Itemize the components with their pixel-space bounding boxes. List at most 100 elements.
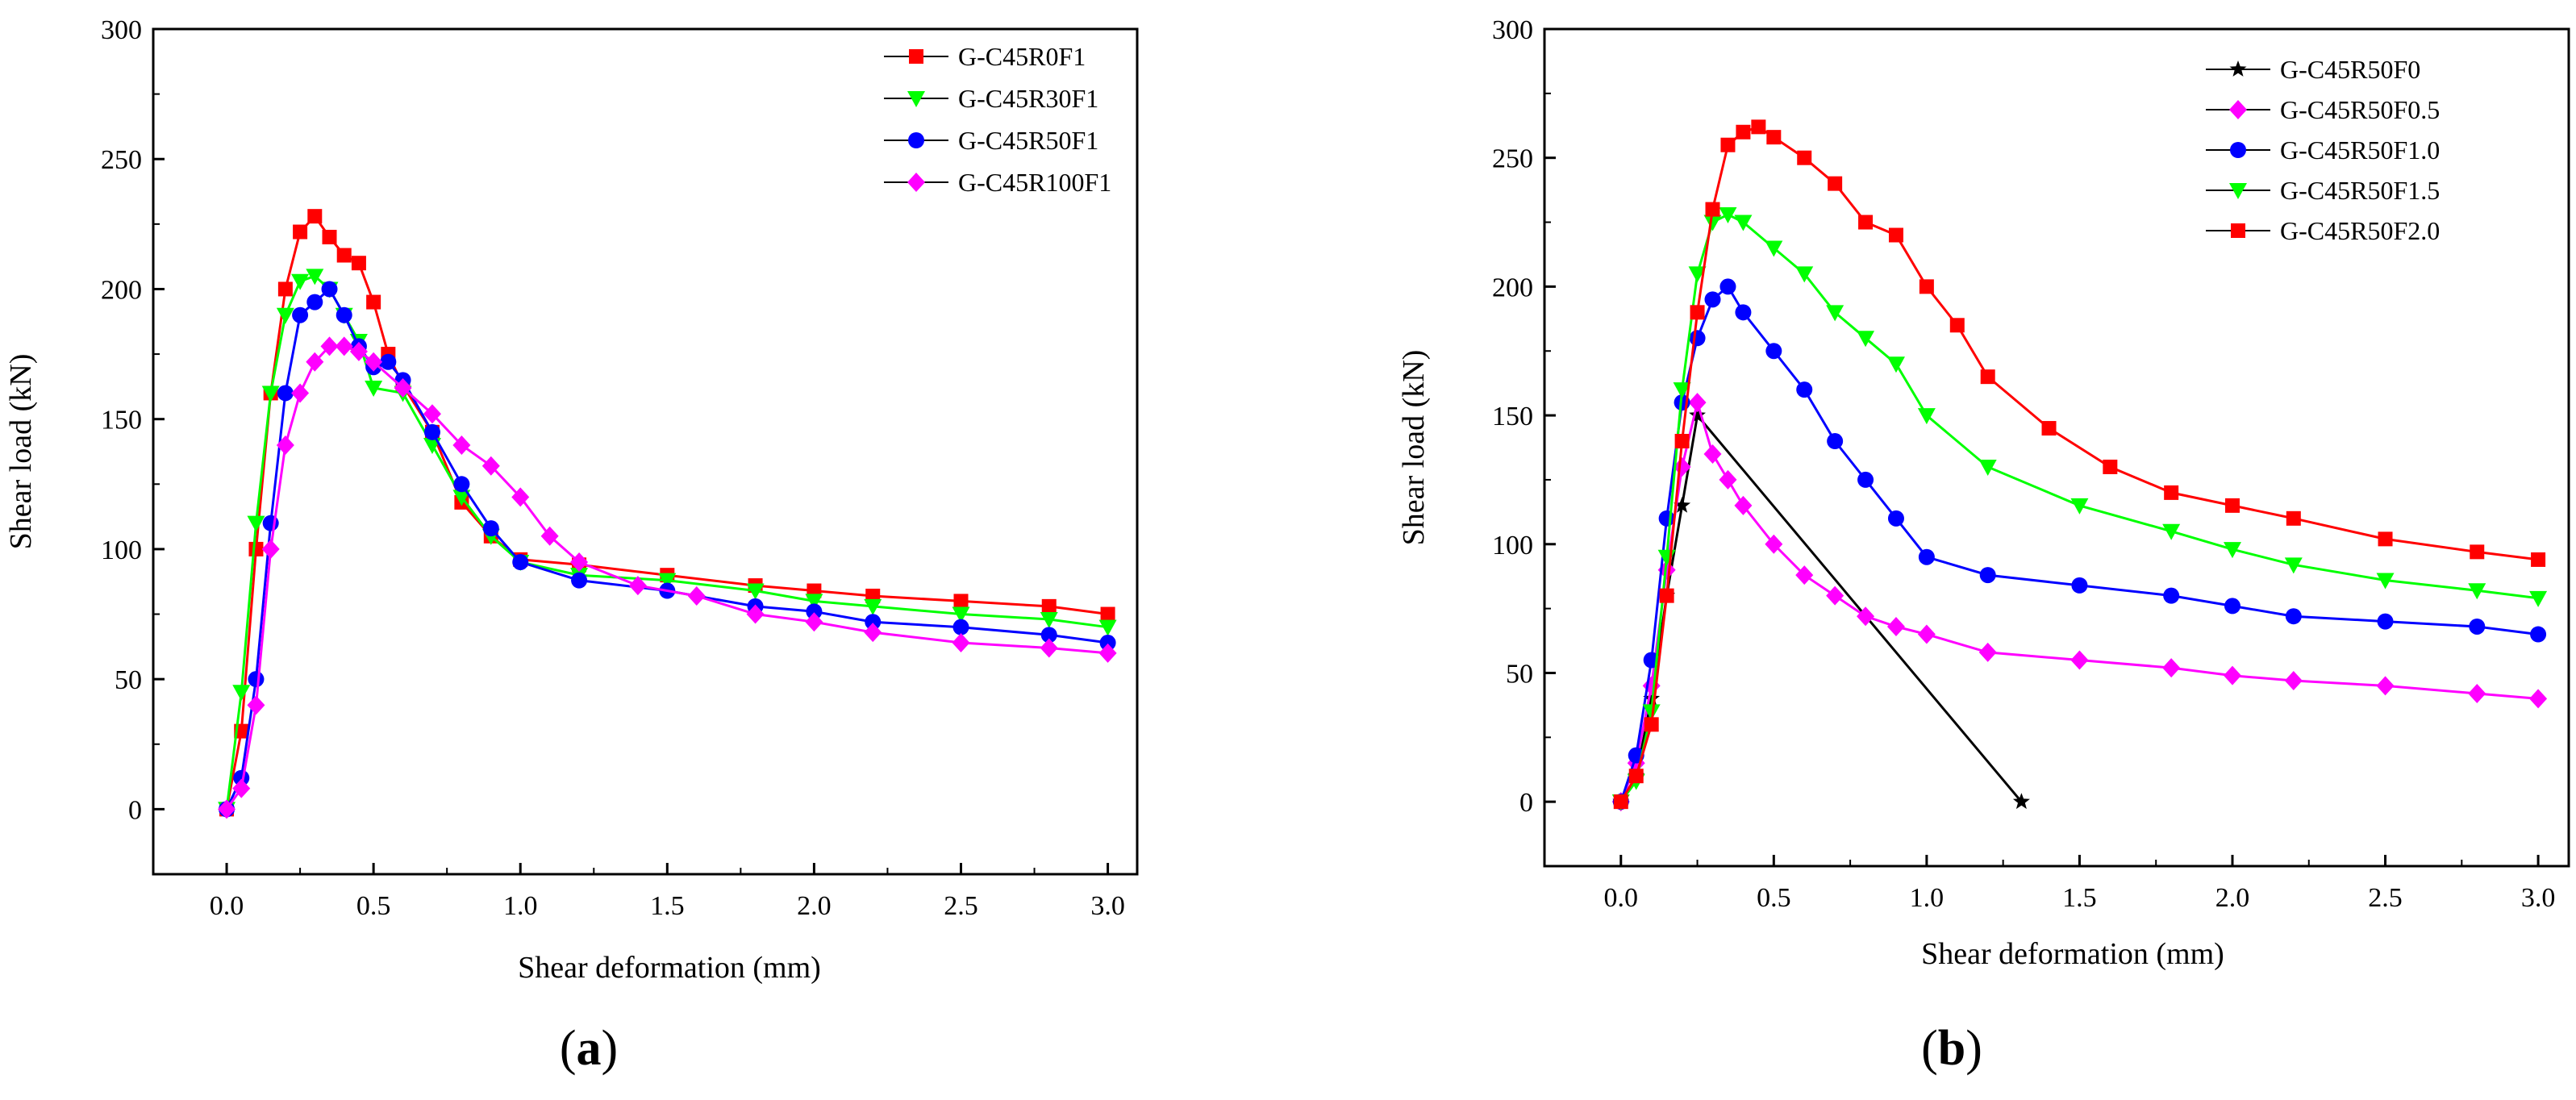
- data-point: [320, 336, 339, 356]
- data-point: [805, 594, 823, 610]
- series-G-C45R50F1.5: [1611, 206, 2548, 811]
- data-point: [349, 341, 368, 361]
- data-point: [2377, 613, 2394, 630]
- data-point: [306, 269, 324, 285]
- data-point: [1917, 624, 1936, 644]
- series-G-C45R50F0.5: [1611, 393, 2548, 812]
- data-point: [806, 603, 823, 620]
- data-point: [2103, 459, 2118, 474]
- data-point: [2284, 671, 2303, 691]
- data-point: [1673, 456, 1691, 477]
- legend-label: G-C45R30F1: [958, 84, 1098, 113]
- data-point: [1765, 240, 1783, 257]
- data-point: [1703, 444, 1722, 464]
- legend-label: G-C45R50F0: [2280, 55, 2420, 84]
- data-point: [2470, 544, 2485, 560]
- legend-label: G-C45R0F1: [958, 42, 1086, 71]
- data-point: [2530, 626, 2547, 643]
- y-tick-label: 0: [1519, 788, 1533, 818]
- data-point: [1826, 585, 1844, 606]
- data-point: [1719, 469, 1737, 490]
- plot-frame: [152, 27, 1139, 876]
- data-point: [1919, 279, 1934, 294]
- data-point: [452, 435, 471, 455]
- legend-label: G-C45R50F0.5: [2280, 95, 2440, 124]
- data-point: [336, 248, 352, 263]
- y-tick-label: 250: [101, 145, 142, 175]
- data-point: [571, 572, 588, 589]
- data-point: [2070, 498, 2089, 515]
- series-line: [1619, 285, 2539, 802]
- series-line: [1619, 398, 2539, 802]
- y-tick-label: 100: [101, 535, 142, 565]
- data-point: [2162, 658, 2181, 678]
- data-point: [2285, 608, 2302, 625]
- legend-marker: [909, 49, 923, 64]
- plot-frame: [1543, 27, 2570, 868]
- data-point: [232, 685, 251, 702]
- data-point: [1857, 606, 1875, 627]
- data-point: [261, 539, 280, 559]
- data-point: [805, 612, 823, 632]
- legend-item: G-C45R50F1: [884, 126, 1098, 155]
- data-point: [293, 224, 308, 240]
- legend-item: G-C45R0F1: [884, 42, 1086, 71]
- legend-marker: [2231, 223, 2245, 238]
- data-point: [1917, 408, 1936, 425]
- data-point: [1642, 704, 1661, 721]
- data-point: [1674, 434, 1690, 449]
- data-point: [1040, 638, 1058, 658]
- data-point: [1857, 471, 1874, 488]
- data-point: [2012, 793, 2030, 810]
- legend-marker: [2229, 183, 2247, 199]
- x-axis-title: Shear deformation (mm): [518, 951, 821, 985]
- data-point: [1734, 495, 1753, 515]
- data-point: [2376, 573, 2395, 590]
- legend-item: G-C45R50F0: [2206, 55, 2420, 84]
- data-point: [540, 526, 559, 546]
- data-point: [2071, 577, 2088, 594]
- data-point: [1734, 215, 1753, 231]
- x-tick-label: 0.0: [210, 891, 244, 921]
- data-point: [1887, 510, 1904, 527]
- data-point: [218, 799, 236, 819]
- data-point: [2378, 531, 2393, 547]
- data-point: [248, 671, 265, 688]
- data-point: [952, 619, 969, 635]
- data-point: [1795, 565, 1814, 585]
- series-line: [1619, 125, 2539, 802]
- x-tick-label: 1.0: [1910, 883, 1945, 913]
- data-point: [277, 385, 294, 402]
- data-point: [2531, 552, 2546, 567]
- legend-marker: [2229, 60, 2247, 77]
- data-point: [1765, 534, 1783, 554]
- y-tick-label: 50: [1506, 659, 1533, 689]
- x-tick-label: 2.5: [2368, 883, 2403, 913]
- data-point: [247, 695, 265, 715]
- y-axis-title: Shear load (kN): [4, 354, 38, 550]
- x-tick-label: 0.5: [356, 891, 391, 921]
- data-point: [276, 307, 294, 324]
- data-point: [307, 209, 323, 224]
- data-point: [953, 594, 969, 609]
- data-point: [1735, 304, 1752, 321]
- data-point: [233, 769, 250, 786]
- data-point: [2468, 684, 2486, 704]
- legend-item: G-C45R50F1.0: [2206, 135, 2440, 165]
- data-point: [2224, 498, 2240, 513]
- data-point: [1643, 690, 1661, 706]
- data-point: [2223, 665, 2241, 685]
- data-point: [1720, 137, 1736, 152]
- data-point: [952, 633, 970, 653]
- series-G-C45R50F1.0: [1612, 278, 2547, 810]
- data-point: [261, 385, 280, 402]
- panel-b: 0.0 0.5 1.0 1.5 2.0 2.5 3.0 0 50 100 150 200 250 300 S…: [1397, 15, 2570, 1076]
- data-point: [1795, 266, 1814, 283]
- data-point: [1766, 130, 1782, 145]
- data-point: [1688, 266, 1707, 283]
- data-point: [1719, 206, 1737, 223]
- data-point: [2041, 421, 2057, 436]
- data-point: [335, 336, 353, 356]
- legend-marker: [907, 91, 925, 107]
